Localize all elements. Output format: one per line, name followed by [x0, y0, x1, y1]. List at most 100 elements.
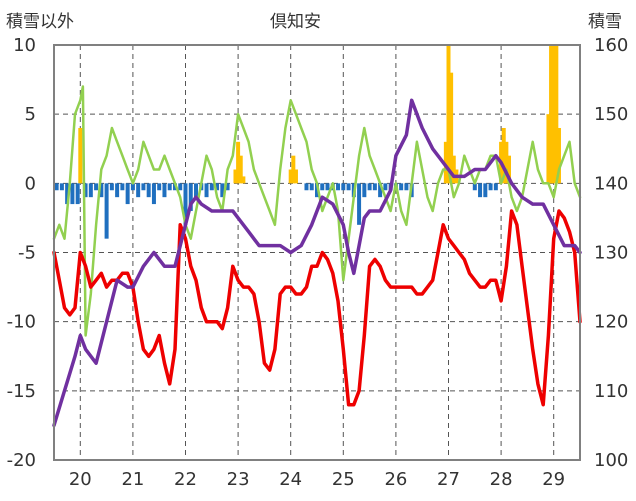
negative-bar — [88, 183, 93, 198]
snowfall-bar — [449, 72, 454, 184]
right-tick-label: 160 — [594, 35, 628, 56]
negative-bar — [220, 183, 225, 198]
negative-bar — [404, 183, 409, 191]
negative-bar — [225, 183, 230, 191]
negative-bar — [209, 183, 214, 191]
negative-bar — [99, 183, 104, 198]
x-tick-label: 25 — [332, 469, 355, 490]
right-tick-label: 150 — [594, 104, 628, 125]
negative-bar — [70, 183, 75, 205]
left-tick-label: -5 — [18, 243, 36, 264]
right-axis-label: 積雪 — [588, 12, 622, 32]
plot-frame — [53, 44, 581, 461]
negative-bar — [178, 183, 183, 191]
negative-bar — [130, 183, 135, 191]
negative-bar — [309, 183, 314, 191]
snowfall-bar — [554, 45, 559, 184]
negative-bar — [315, 183, 319, 198]
negative-bar — [336, 183, 341, 191]
negative-bar — [146, 183, 151, 198]
negative-bar — [304, 183, 309, 191]
snowfall-bar — [546, 114, 551, 184]
snowfall-bar — [501, 128, 506, 184]
negative-bar — [151, 183, 156, 205]
negative-bar — [325, 183, 330, 191]
right-tick-label: 130 — [594, 243, 628, 264]
negative-bar — [341, 183, 346, 191]
right-tick-label: 120 — [594, 312, 628, 333]
left-tick-label: -15 — [7, 381, 36, 402]
negative-bar — [136, 183, 141, 198]
x-tick-label: 20 — [69, 469, 92, 490]
x-tick-label: 22 — [174, 469, 197, 490]
negative-bar — [346, 183, 351, 191]
negative-bar — [367, 183, 372, 191]
negative-bar — [183, 183, 188, 225]
negative-bar — [383, 183, 388, 191]
negative-bar — [94, 183, 99, 191]
negative-bar — [104, 183, 109, 239]
negative-bar — [493, 183, 498, 191]
negative-bar — [215, 183, 220, 191]
negative-bar — [378, 183, 383, 198]
snowfall-bar — [556, 128, 561, 184]
x-tick-label: 23 — [227, 469, 250, 490]
right-tick-label: 100 — [594, 450, 628, 471]
negative-bar — [120, 183, 125, 191]
negative-bar — [399, 183, 404, 191]
negative-bar — [372, 183, 377, 191]
temperature-line — [52, 209, 582, 407]
snowfall-bar — [551, 45, 556, 184]
snowfall-bar — [443, 141, 448, 184]
negative-bar — [320, 183, 325, 191]
snowfall-bar — [288, 169, 293, 184]
negative-bar — [204, 183, 209, 198]
left-tick-label: 0 — [25, 173, 36, 194]
snowfall-bar — [506, 155, 511, 184]
negative-bar — [478, 183, 483, 198]
negative-bar — [472, 183, 477, 191]
negative-bar — [59, 183, 64, 191]
right-tick-label: 110 — [594, 381, 628, 402]
negative-bar — [362, 183, 367, 198]
right-tick-label: 140 — [594, 173, 628, 194]
snowfall-bar — [236, 141, 241, 184]
x-tick-label: 24 — [279, 469, 302, 490]
snowfall-bar — [241, 176, 246, 184]
chart-title: 倶知安 — [270, 12, 321, 32]
negative-bar — [115, 183, 120, 198]
negative-bar — [167, 183, 172, 191]
negative-bar — [188, 183, 193, 211]
secondary-line-line — [52, 85, 582, 337]
negative-bar — [83, 183, 88, 198]
negative-bar — [483, 183, 488, 198]
snowfall-bar — [291, 155, 296, 184]
negative-bar — [109, 183, 114, 191]
negative-bar — [54, 183, 59, 191]
snowfall-bar — [451, 155, 456, 184]
negative-bar — [194, 183, 199, 198]
snowfall-bar — [233, 169, 238, 184]
snowfall-bar — [293, 169, 298, 184]
negative-bar — [162, 183, 167, 198]
snowfall-bar — [446, 45, 451, 184]
left-tick-label: -10 — [7, 312, 36, 333]
snow-depth-line — [52, 98, 582, 428]
negative-bar — [141, 183, 146, 191]
x-tick-label: 27 — [437, 469, 460, 490]
snowfall-bar — [238, 155, 243, 184]
negative-bar — [125, 183, 130, 205]
negative-bar — [65, 183, 70, 205]
snowfall-bar — [78, 128, 83, 184]
negative-bar — [488, 183, 493, 191]
left-tick-label: 5 — [25, 104, 36, 125]
left-tick-label: -20 — [7, 450, 36, 471]
left-tick-label: 10 — [13, 35, 36, 56]
negative-bar — [357, 183, 362, 225]
snowfall-bar — [549, 45, 554, 184]
x-tick-label: 28 — [490, 469, 513, 490]
negative-bar — [157, 183, 162, 191]
x-tick-label: 26 — [384, 469, 407, 490]
x-tick-label: 21 — [121, 469, 144, 490]
